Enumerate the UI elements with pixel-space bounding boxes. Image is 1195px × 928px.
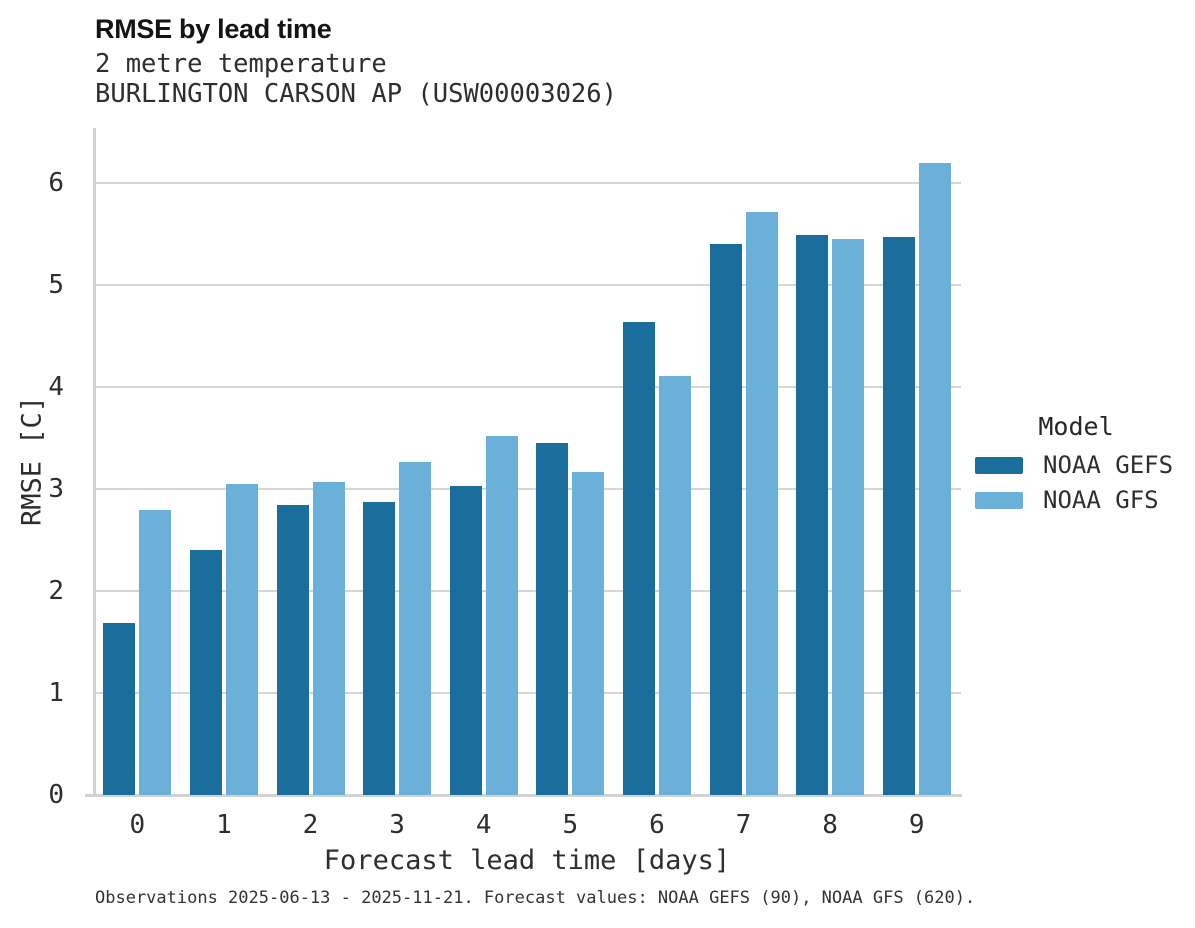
subtitle-variable: 2 metre temperature: [95, 49, 387, 79]
bar-noaa-gefs-lead-0: [103, 622, 136, 795]
bar-noaa-gfs-lead-3: [399, 461, 432, 795]
gridline-y-5: [94, 284, 961, 287]
bar-noaa-gfs-lead-4: [485, 436, 518, 795]
bar-noaa-gefs-lead-1: [189, 550, 222, 795]
x-tick-5: 5: [562, 810, 579, 840]
bar-noaa-gfs-lead-5: [572, 471, 605, 795]
x-tick-7: 7: [735, 810, 752, 840]
x-axis-ticks: 0 1 2 3 4 5 6 7 8 9: [94, 810, 960, 842]
bar-noaa-gefs-lead-3: [363, 502, 396, 795]
bar-noaa-gefs-lead-4: [449, 485, 482, 795]
gridline-y-4: [94, 386, 961, 389]
bar-noaa-gefs-lead-8: [796, 235, 829, 795]
gridline-y-6: [94, 182, 961, 185]
x-axis-label: Forecast lead time [days]: [323, 845, 731, 876]
y-tick-1: 1: [48, 678, 64, 709]
legend: Model NOAA GEFS NOAA GFS: [975, 412, 1177, 514]
legend-item-noaa-gfs: NOAA GFS: [975, 486, 1177, 514]
legend-swatch-icon: [975, 456, 1023, 474]
bar-noaa-gfs-lead-8: [832, 239, 865, 795]
x-tick-2: 2: [302, 810, 319, 840]
y-tick-3: 3: [48, 474, 64, 505]
x-axis-line: [85, 794, 962, 797]
plot-area: [85, 128, 962, 797]
legend-title: Model: [1038, 412, 1114, 441]
bar-noaa-gfs-lead-6: [658, 375, 691, 795]
bar-noaa-gefs-lead-7: [709, 244, 742, 795]
bar-noaa-gfs-lead-7: [745, 211, 778, 795]
bar-noaa-gefs-lead-9: [882, 237, 915, 795]
subtitle-station: BURLINGTON CARSON AP (USW00003026): [95, 78, 617, 109]
y-tick-0: 0: [48, 780, 64, 810]
x-tick-0: 0: [129, 810, 146, 840]
chart-title: RMSE by lead time: [95, 14, 332, 44]
x-tick-8: 8: [822, 810, 838, 840]
bar-noaa-gefs-lead-5: [536, 443, 569, 795]
gridline-y-1: [94, 692, 961, 695]
legend-items: NOAA GEFS NOAA GFS: [975, 451, 1177, 514]
x-tick-3: 3: [389, 810, 405, 840]
legend-item-noaa-gefs: NOAA GEFS: [975, 451, 1177, 479]
bar-noaa-gfs-lead-0: [139, 510, 172, 795]
x-tick-1: 1: [216, 810, 232, 840]
x-tick-9: 9: [908, 810, 925, 840]
bar-noaa-gfs-lead-9: [918, 162, 951, 795]
gridline-y-3: [94, 488, 961, 491]
x-tick-6: 6: [649, 810, 665, 840]
x-tick-4: 4: [475, 810, 492, 840]
bar-noaa-gefs-lead-6: [622, 321, 655, 795]
bar-noaa-gfs-lead-1: [225, 483, 258, 795]
legend-label: NOAA GEFS: [1043, 451, 1174, 479]
bar-noaa-gefs-lead-2: [276, 505, 309, 795]
legend-label: NOAA GFS: [1043, 486, 1159, 514]
bar-noaa-gfs-lead-2: [312, 481, 345, 795]
y-tick-4: 4: [48, 372, 64, 403]
caption: Observations 2025-06-13 - 2025-11-21. Fo…: [95, 888, 976, 908]
y-tick-2: 2: [48, 576, 64, 607]
gridline-y-2: [94, 590, 961, 593]
y-tick-5: 5: [48, 270, 64, 301]
y-axis-ticks: 0 1 2 3 4 5 6: [0, 128, 80, 810]
chart-subtitle: 2 metre temperature BURLINGTON CARSON AP …: [95, 49, 617, 109]
y-tick-6: 6: [48, 168, 64, 199]
y-axis-line: [93, 128, 96, 795]
legend-swatch-icon: [975, 491, 1023, 509]
